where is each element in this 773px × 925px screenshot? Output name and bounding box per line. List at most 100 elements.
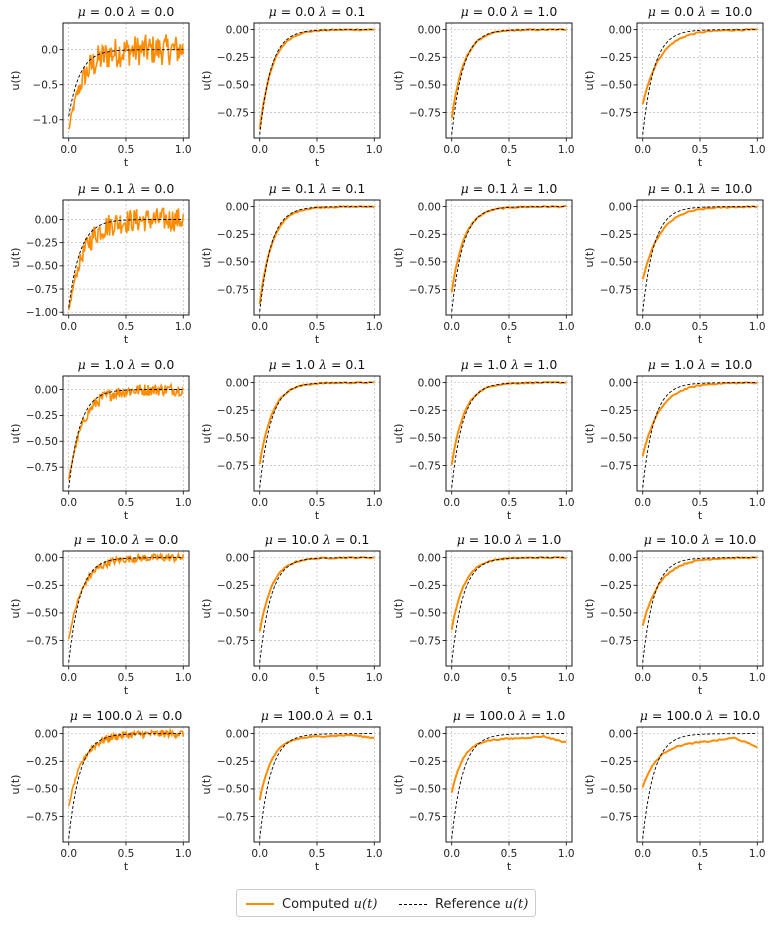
y-tick-label-2: −0.50 — [26, 261, 58, 273]
x-tick-label-1: 0.5 — [118, 321, 135, 333]
x-tick-label-0: 0.0 — [251, 321, 268, 333]
x-tick-label-2: 1.0 — [749, 848, 766, 860]
series-computed-3-0 — [67, 551, 185, 640]
y-tick-label-3: −0.75 — [217, 811, 249, 823]
series-reference-4-3 — [642, 733, 758, 839]
x-tick-label-0: 0.0 — [60, 672, 77, 684]
y-tick-label-3: −0.75 — [26, 635, 58, 647]
x-axis-label: t — [698, 156, 703, 169]
x-axis-label: t — [507, 684, 512, 697]
y-axis-label: u(t) — [583, 599, 596, 619]
y-tick-label-2: −0.50 — [217, 257, 249, 269]
y-tick-label-0: 0.00 — [226, 377, 249, 389]
subplot-title: μ = 0.0 λ = 0.0 — [78, 4, 175, 19]
series-reference-3-3 — [642, 557, 758, 663]
y-tick-label-2: −0.50 — [26, 608, 58, 620]
y-tick-label-3: −0.75 — [26, 284, 58, 296]
subplot-title: μ = 0.0 λ = 0.1 — [269, 4, 366, 19]
subplot-title: μ = 1.0 λ = 0.1 — [269, 357, 366, 372]
subplot-4-2: 0.0 0.5 1.0 0.00 −0.25 −0.50 −0.75 t u(t) μ = 100… — [392, 708, 575, 873]
subplot-4-3: 0.0 0.5 1.0 0.00 −0.25 −0.50 −0.75 t u(t) μ = 100… — [583, 708, 766, 873]
y-tick-label-2: −0.50 — [600, 257, 632, 269]
y-tick-label-0: 0.00 — [418, 552, 441, 564]
x-tick-label-0: 0.0 — [634, 144, 651, 156]
subplot-title: μ = 1.0 λ = 10.0 — [648, 357, 753, 372]
y-tick-label-1: −0.25 — [409, 52, 441, 64]
y-axis-label: u(t) — [200, 599, 213, 619]
y-tick-label-2: −0.50 — [600, 433, 632, 445]
y-tick-label-0: 0.0 — [41, 44, 58, 56]
legend-item-reference: Reference u(t) — [399, 895, 528, 913]
y-tick-label-0: 0.00 — [609, 377, 632, 389]
x-tick-label-0: 0.0 — [60, 848, 77, 860]
subplot-4-1: 0.0 0.5 1.0 0.00 −0.25 −0.50 −0.75 t u(t) μ = 100… — [200, 708, 383, 873]
x-axis-label: t — [315, 684, 320, 697]
y-tick-label-1: −0.5 — [33, 80, 59, 92]
subplot-title: μ = 10.0 λ = 0.1 — [265, 532, 370, 547]
y-tick-label-1: −0.25 — [26, 580, 58, 592]
x-axis-label: t — [698, 333, 703, 346]
y-tick-label-3: −0.75 — [409, 284, 441, 296]
series-computed-4-2 — [450, 734, 567, 793]
series-computed-1-0 — [67, 207, 185, 311]
y-tick-label-2: −0.50 — [217, 784, 249, 796]
y-tick-label-3: −0.75 — [409, 107, 441, 119]
y-axis-label: u(t) — [9, 424, 22, 444]
figure: 0.0 0.5 1.0 0.0 −0.5 −1.0 t u(t) μ = 0.0 λ = 0.0… — [9, 4, 766, 873]
y-axis-label: u(t) — [583, 71, 596, 91]
y-tick-label-0: 0.00 — [226, 201, 249, 213]
y-tick-label-3: −0.75 — [600, 284, 632, 296]
subplot-title: μ = 0.1 λ = 1.0 — [461, 181, 558, 196]
x-tick-label-2: 1.0 — [366, 321, 383, 333]
subplot-title: μ = 0.1 λ = 10.0 — [648, 181, 753, 196]
y-tick-label-3: −0.75 — [409, 811, 441, 823]
x-tick-label-1: 0.5 — [309, 144, 326, 156]
x-tick-label-1: 0.5 — [309, 497, 326, 509]
series-reference-3-2 — [451, 557, 567, 663]
x-tick-label-2: 1.0 — [749, 144, 766, 156]
y-tick-label-1: −0.25 — [600, 52, 632, 64]
y-tick-label-0: 0.00 — [35, 728, 58, 740]
y-axis-label: u(t) — [200, 424, 213, 444]
x-tick-label-0: 0.0 — [251, 497, 268, 509]
x-axis-label: t — [698, 684, 703, 697]
y-tick-label-2: −0.50 — [409, 608, 441, 620]
y-axis-label: u(t) — [392, 775, 405, 795]
y-tick-label-1: −0.25 — [26, 237, 58, 249]
x-tick-label-2: 1.0 — [558, 848, 575, 860]
x-tick-label-0: 0.0 — [443, 497, 460, 509]
y-tick-label-1: −0.25 — [409, 229, 441, 241]
y-tick-label-0: 0.00 — [418, 201, 441, 213]
y-tick-label-1: −0.25 — [26, 756, 58, 768]
series-reference-4-2 — [451, 733, 567, 839]
series-reference-1-3 — [642, 206, 758, 312]
y-tick-label-1: −0.25 — [26, 410, 58, 422]
x-tick-label-0: 0.0 — [60, 144, 77, 156]
y-tick-label-2: −0.50 — [600, 608, 632, 620]
series-reference-2-0 — [68, 389, 184, 488]
x-tick-label-0: 0.0 — [443, 848, 460, 860]
x-tick-label-1: 0.5 — [501, 497, 518, 509]
subplot-title: μ = 1.0 λ = 0.0 — [78, 357, 175, 372]
series-reference-1-2 — [451, 206, 567, 312]
x-tick-label-2: 1.0 — [366, 672, 383, 684]
subplot-title: μ = 0.1 λ = 0.1 — [269, 181, 366, 196]
x-tick-label-0: 0.0 — [634, 848, 651, 860]
y-tick-label-0: 0.00 — [609, 201, 632, 213]
subplot-1-1: 0.0 0.5 1.0 0.00 −0.25 −0.50 −0.75 t u(t) μ = 0.1… — [200, 181, 383, 346]
x-tick-label-0: 0.0 — [634, 321, 651, 333]
x-tick-label-1: 0.5 — [309, 848, 326, 860]
x-tick-label-2: 1.0 — [175, 144, 192, 156]
y-tick-label-2: −0.50 — [409, 80, 441, 92]
x-tick-label-2: 1.0 — [175, 497, 192, 509]
x-tick-label-0: 0.0 — [251, 672, 268, 684]
y-tick-label-1: −0.25 — [217, 756, 249, 768]
legend-swatch-computed — [246, 903, 274, 905]
x-tick-label-1: 0.5 — [501, 144, 518, 156]
y-axis-label: u(t) — [392, 424, 405, 444]
x-tick-label-0: 0.0 — [443, 321, 460, 333]
x-axis-label: t — [315, 333, 320, 346]
x-axis-label: t — [124, 333, 129, 346]
x-axis-label: t — [507, 509, 512, 522]
subplot-title: μ = 0.1 λ = 0.0 — [78, 181, 175, 196]
